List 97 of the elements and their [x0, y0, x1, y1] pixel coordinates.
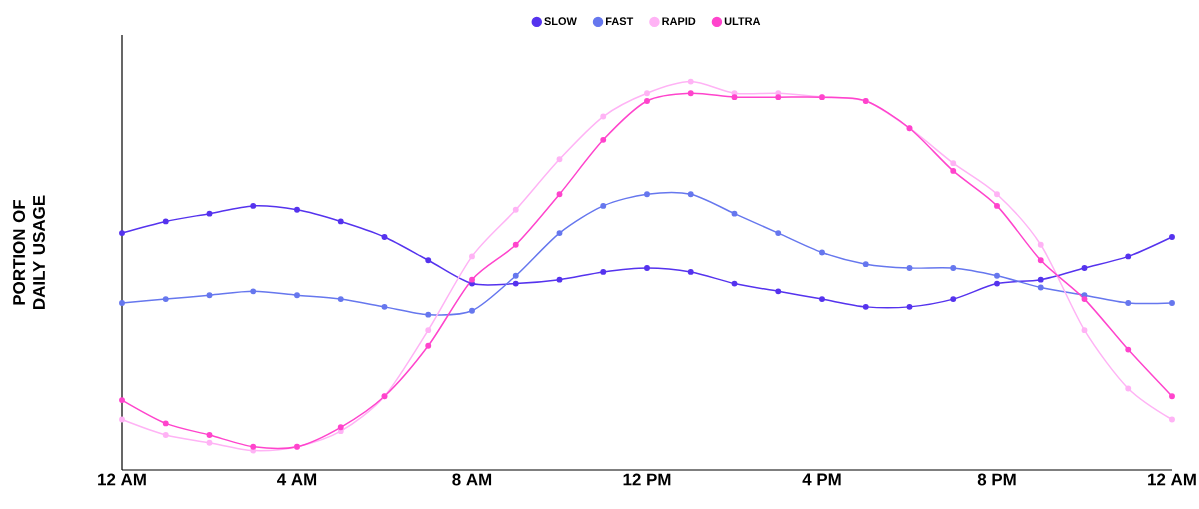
point — [119, 230, 125, 237]
point — [644, 90, 650, 97]
point — [644, 98, 650, 104]
point — [1037, 241, 1044, 248]
point — [381, 303, 388, 310]
x-tick-label: 12 PM — [623, 473, 671, 486]
point — [1125, 253, 1132, 260]
point — [862, 303, 869, 310]
x-tick-label: 4 AM — [277, 473, 317, 486]
point — [512, 280, 519, 287]
point — [469, 307, 475, 314]
point — [556, 191, 563, 198]
point — [600, 202, 607, 209]
point — [556, 230, 563, 237]
legend-label: FAST — [605, 17, 634, 26]
point — [512, 272, 519, 279]
point — [206, 210, 213, 217]
point — [644, 191, 650, 198]
point — [1169, 234, 1175, 240]
point — [600, 113, 607, 120]
point — [644, 265, 650, 271]
point — [250, 288, 257, 295]
x-tick-label: 4 PM — [802, 473, 841, 486]
point — [469, 276, 475, 283]
point — [994, 191, 1000, 198]
point — [556, 156, 563, 163]
point — [687, 191, 694, 198]
legend-label: ULTRA — [724, 17, 761, 26]
point — [819, 249, 825, 256]
point — [512, 241, 519, 248]
point — [950, 160, 957, 167]
point — [687, 90, 694, 97]
point — [425, 342, 432, 349]
point — [162, 432, 169, 438]
point — [862, 261, 869, 268]
point — [950, 265, 957, 271]
point — [337, 296, 344, 303]
point — [906, 265, 913, 271]
point — [994, 272, 1000, 279]
point — [206, 292, 213, 299]
point — [425, 327, 432, 334]
point — [556, 276, 563, 283]
point — [425, 257, 432, 264]
point — [994, 202, 1000, 209]
point — [687, 268, 694, 275]
point — [425, 311, 432, 318]
point — [294, 206, 300, 213]
point — [381, 234, 388, 240]
legend-label: SLOW — [544, 17, 577, 26]
point — [206, 432, 213, 438]
point — [775, 230, 782, 237]
x-tick-label: 12 AM — [98, 473, 146, 486]
point — [337, 424, 344, 431]
point — [775, 94, 782, 101]
point — [1169, 300, 1175, 306]
point — [469, 253, 475, 260]
point — [600, 268, 607, 275]
point — [1169, 416, 1175, 423]
point — [1125, 385, 1132, 392]
point — [162, 296, 169, 303]
point — [775, 90, 782, 97]
point — [1125, 346, 1132, 353]
point — [337, 218, 344, 225]
point — [250, 443, 257, 450]
legend-label: RAPID — [662, 17, 696, 25]
point — [775, 288, 782, 295]
point — [950, 296, 957, 303]
point — [1081, 296, 1088, 303]
point — [162, 218, 169, 225]
point — [1169, 393, 1175, 400]
point — [819, 296, 825, 303]
point — [1125, 300, 1132, 306]
point — [250, 202, 257, 209]
x-tick-label: 8 AM — [452, 473, 492, 486]
point — [162, 420, 169, 427]
y-axis-title: PORTION OF DAILY USAGE — [13, 195, 45, 309]
point — [600, 136, 607, 143]
x-tick-label: 12 AM — [1148, 473, 1196, 486]
point — [119, 397, 125, 404]
point — [1037, 284, 1044, 291]
point — [731, 280, 738, 287]
point — [1081, 327, 1088, 334]
point — [119, 300, 125, 306]
point — [906, 303, 913, 310]
point — [950, 167, 957, 174]
point — [687, 78, 694, 85]
point — [1037, 257, 1044, 264]
point — [731, 94, 738, 101]
point — [294, 292, 300, 299]
point — [994, 280, 1000, 287]
point — [119, 416, 125, 423]
point — [512, 206, 519, 213]
point — [1037, 276, 1044, 283]
x-tick-label: 8 PM — [977, 473, 1016, 486]
point — [1081, 265, 1088, 271]
point — [731, 210, 738, 217]
point — [206, 439, 213, 446]
